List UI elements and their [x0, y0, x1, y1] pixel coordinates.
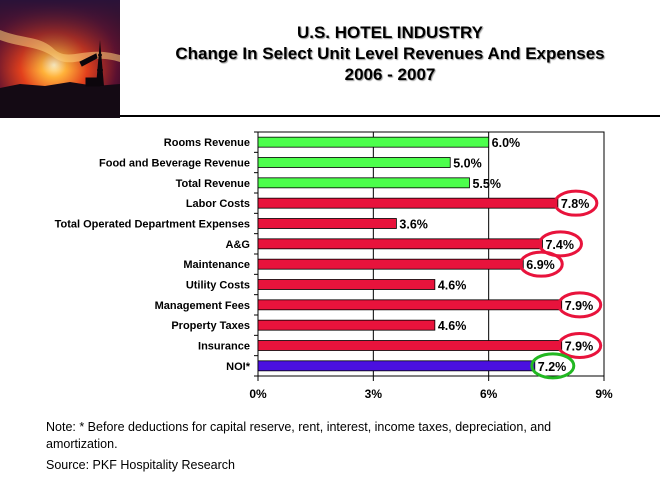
data-label: 7.2% — [538, 360, 567, 374]
data-label: 7.9% — [565, 299, 594, 313]
highlight-circle-red — [553, 189, 599, 217]
bar — [257, 238, 543, 250]
bar — [257, 157, 451, 168]
category-label: NOI* — [226, 361, 251, 373]
data-label: 5.0% — [453, 157, 482, 171]
highlight-circle-red — [557, 332, 603, 359]
bar — [257, 340, 563, 351]
data-label: 6.0% — [492, 136, 520, 150]
category-label: A&G — [226, 239, 250, 251]
title-line-3: 2006 - 2007 — [344, 65, 436, 84]
bar — [257, 136, 490, 148]
category-label: Utility Costs — [186, 280, 250, 292]
bar — [257, 258, 524, 270]
x-tick-label: 6% — [480, 387, 498, 401]
title-line-2: Change In Select Unit Level Revenues And… — [175, 44, 605, 63]
page-title: U.S. HOTEL INDUSTRY Change In Select Uni… — [120, 22, 660, 85]
x-tick-label: 0% — [249, 387, 267, 401]
bar-chart: 0% 3% 6% 9% Rooms Revenue 6.0% Food and Bevera… — [55, 131, 613, 401]
data-label: 4.6% — [438, 319, 467, 333]
bar — [257, 279, 436, 290]
category-label: Insurance — [198, 341, 250, 353]
category-label: Labor Costs — [186, 198, 250, 210]
data-label: 3.6% — [399, 218, 428, 232]
highlight-circle-red — [518, 250, 564, 278]
category-label: Maintenance — [183, 259, 250, 271]
bar — [257, 197, 559, 209]
title-line-1: U.S. HOTEL INDUSTRY — [296, 23, 484, 42]
x-tick-label: 3% — [365, 387, 383, 401]
x-tick-label: 9% — [595, 387, 613, 401]
header-divider — [120, 115, 660, 117]
bar — [257, 319, 436, 331]
category-label: Rooms Revenue — [164, 137, 250, 149]
category-label: Total Revenue — [176, 178, 250, 190]
category-label: Property Taxes — [171, 320, 250, 332]
category-label: Food and Beverage Revenue — [99, 158, 250, 170]
category-label: Management Fees — [155, 300, 250, 312]
data-label: 5.5% — [472, 177, 501, 191]
data-label: 7.9% — [565, 340, 594, 354]
sunset-derrick-photo — [0, 0, 120, 118]
category-label: Total Operated Department Expenses — [55, 219, 250, 231]
bar — [257, 299, 563, 311]
data-label: 4.6% — [438, 279, 467, 293]
highlight-circle-green — [530, 352, 576, 380]
bar — [257, 360, 536, 372]
highlight-circle-red — [557, 291, 603, 319]
data-label: 7.4% — [545, 238, 574, 252]
source-note: Source: PKF Hospitality Research — [46, 458, 235, 472]
data-label: 6.9% — [526, 258, 555, 272]
bar — [257, 218, 397, 229]
footnote: Note: * Before deductions for capital re… — [46, 420, 552, 451]
highlight-circle-red — [537, 230, 583, 258]
bar — [257, 177, 470, 189]
data-label: 7.8% — [561, 197, 590, 211]
